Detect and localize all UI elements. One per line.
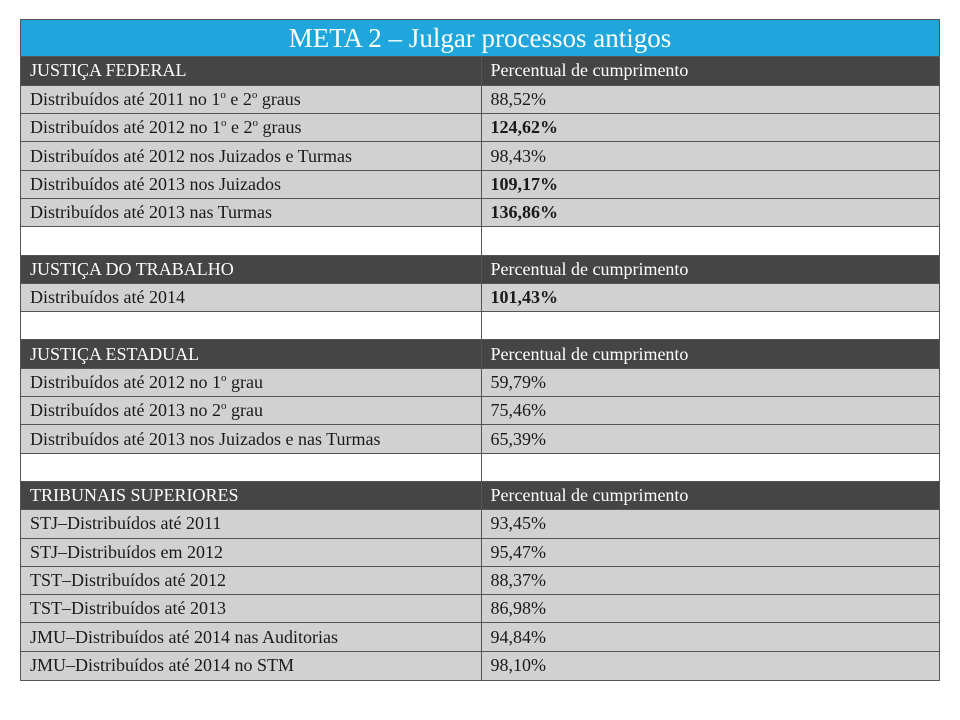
row-label: JMU–Distribuídos até 2014 nas Auditorias (21, 622, 482, 652)
spacer-row (21, 311, 939, 341)
results-table-body: JUSTIÇA FEDERAL Percentual de cumprimento… (21, 57, 939, 680)
table-row: Distribuídos até 2014 101,43% (21, 282, 939, 313)
section-heading: JUSTIÇA FEDERAL (21, 57, 482, 86)
row-value: 86,98% (480, 594, 939, 624)
table-row: TST–Distribuídos até 2013 86,98% (21, 594, 939, 624)
row-label: Distribuídos até 2014 (21, 282, 482, 313)
row-label: TST–Distribuídos até 2013 (21, 594, 482, 624)
row-label: Distribuídos até 2011 no 1o e 2o graus (21, 84, 482, 115)
table-row: JMU–Distribuídos até 2014 nas Auditorias… (21, 622, 939, 652)
table-row: STJ–Distribuídos em 2012 95,47% (21, 537, 939, 567)
spacer-cell (21, 226, 482, 256)
row-value: 65,39% (480, 424, 939, 454)
row-label: JMU–Distribuídos até 2014 no STM (21, 650, 482, 680)
row-value: 95,47% (480, 537, 939, 567)
spacer-row (21, 452, 939, 482)
row-label: Distribuídos até 2013 nas Turmas (21, 197, 482, 228)
row-label: Distribuídos até 2012 nos Juizados e Tur… (21, 141, 482, 171)
column-header: Percentual de cumprimento (480, 339, 939, 369)
results-table: JUSTIÇA FEDERAL Percentual de cumprimento… (21, 57, 939, 680)
table-row: Distribuídos até 2011 no 1o e 2o graus 88… (21, 84, 939, 115)
row-label: Distribuídos até 2013 nos Juizados e nas… (21, 424, 482, 454)
column-header: Percentual de cumprimento (480, 480, 939, 511)
row-value: 93,45% (480, 509, 939, 539)
table-row: Distribuídos até 2013 nos Juizados e nas… (21, 424, 939, 454)
spacer-row (21, 226, 939, 256)
row-value: 98,10% (480, 650, 939, 680)
spacer-cell (480, 226, 939, 256)
section-heading: JUSTIÇA ESTADUAL (21, 339, 482, 369)
meta2-table-container: META 2 – Julgar processos antigos JUSTIÇ… (20, 19, 940, 681)
table-row: STJ–Distribuídos até 2011 93,45% (21, 509, 939, 539)
table-row: Distribuídos até 2013 no 2o grau 75,46% (21, 396, 939, 426)
row-value: 94,84% (480, 622, 939, 652)
spacer-cell (480, 452, 939, 482)
table-row: JMU–Distribuídos até 2014 no STM 98,10% (21, 650, 939, 680)
row-value: 136,86% (480, 197, 939, 228)
row-value: 109,17% (480, 169, 939, 199)
section-header-row: JUSTIÇA DO TRABALHO Percentual de cumprim… (21, 254, 939, 284)
section-header-row: JUSTIÇA FEDERAL Percentual de cumprimento (21, 57, 939, 86)
section-header-row: JUSTIÇA ESTADUAL Percentual de cumpriment… (21, 339, 939, 369)
section-header-row: TRIBUNAIS SUPERIORES Percentual de cumpri… (21, 480, 939, 511)
row-label: STJ–Distribuídos até 2011 (21, 509, 482, 539)
row-label: STJ–Distribuídos em 2012 (21, 537, 482, 567)
column-header: Percentual de cumprimento (480, 254, 939, 284)
row-label: Distribuídos até 2012 no 1o grau (21, 367, 482, 398)
row-value: 88,37% (480, 565, 939, 596)
table-row: Distribuídos até 2012 nos Juizados e Tur… (21, 141, 939, 171)
row-label: TST–Distribuídos até 2012 (21, 565, 482, 596)
table-row: TST–Distribuídos até 2012 88,37% (21, 565, 939, 596)
spacer-cell (21, 452, 482, 482)
table-row: Distribuídos até 2012 no 1o e 2o graus 12… (21, 113, 939, 143)
section-heading: TRIBUNAIS SUPERIORES (21, 480, 482, 511)
row-value: 88,52% (480, 84, 939, 115)
section-heading: JUSTIÇA DO TRABALHO (21, 254, 482, 284)
table-row: Distribuídos até 2013 nos Juizados 109,17… (21, 169, 939, 199)
row-value: 101,43% (480, 282, 939, 313)
row-label: Distribuídos até 2013 nos Juizados (21, 169, 482, 199)
table-title: META 2 – Julgar processos antigos (21, 20, 939, 57)
row-value: 98,43% (480, 141, 939, 171)
spacer-cell (21, 311, 482, 341)
row-label: Distribuídos até 2012 no 1o e 2o graus (21, 113, 482, 143)
row-label: Distribuídos até 2013 no 2o grau (21, 396, 482, 426)
column-header: Percentual de cumprimento (480, 57, 939, 86)
row-value: 59,79% (480, 367, 939, 398)
table-row: Distribuídos até 2013 nas Turmas 136,86% (21, 197, 939, 228)
row-value: 124,62% (480, 113, 939, 143)
table-row: Distribuídos até 2012 no 1o grau 59,79% (21, 367, 939, 398)
row-value: 75,46% (480, 396, 939, 426)
spacer-cell (480, 311, 939, 341)
